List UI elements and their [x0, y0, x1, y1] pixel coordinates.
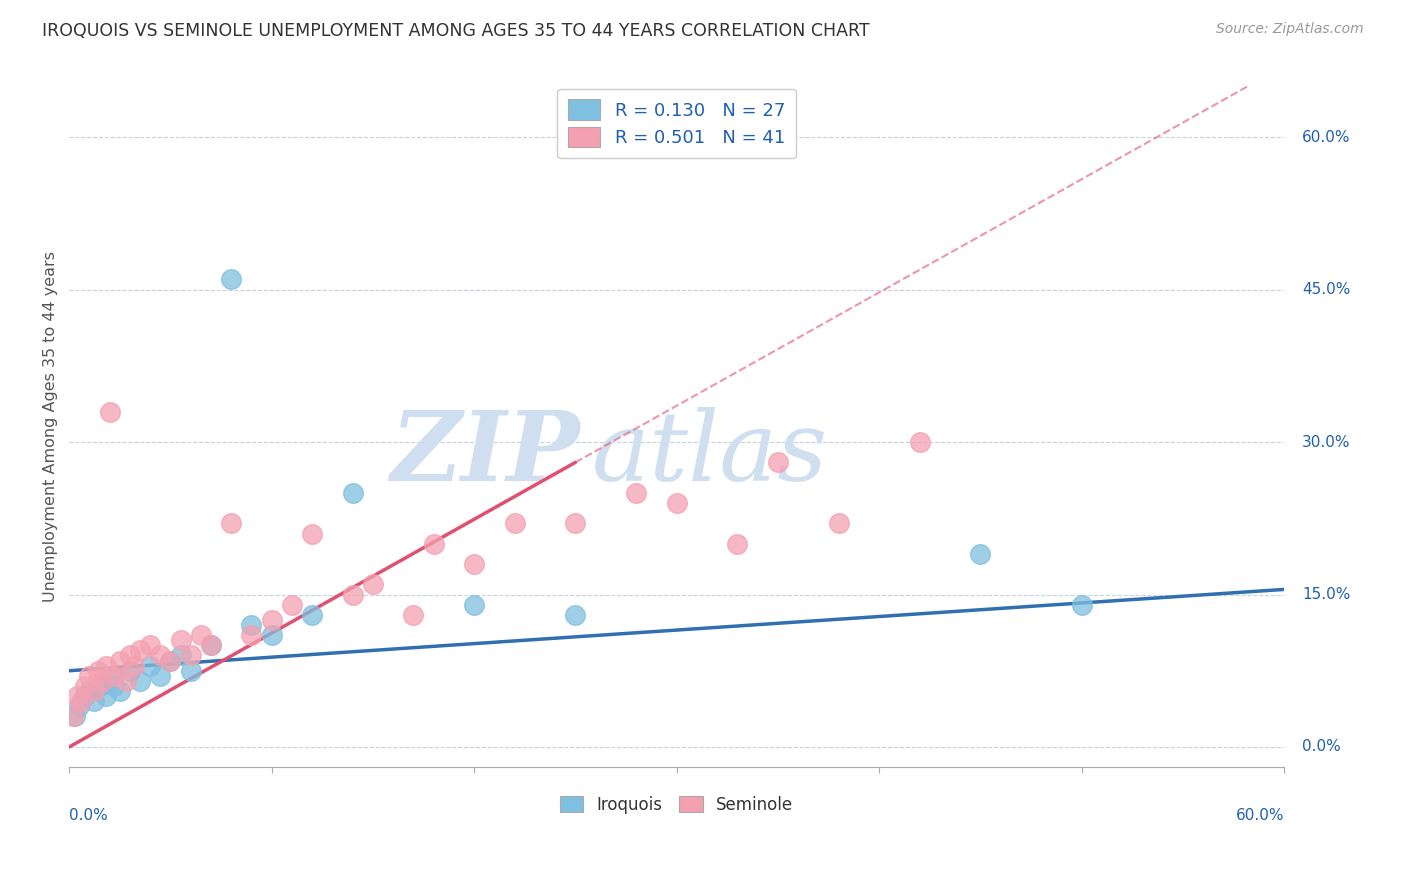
Point: [564, 516, 586, 531]
Point: [361, 577, 384, 591]
Point: [98, 404, 121, 418]
Point: [463, 598, 485, 612]
Text: Source: ZipAtlas.com: Source: ZipAtlas.com: [1216, 22, 1364, 37]
Point: [129, 643, 152, 657]
Point: [79, 684, 101, 698]
Point: [827, 516, 849, 531]
Point: [103, 669, 125, 683]
Point: [98, 669, 121, 683]
Point: [503, 516, 526, 531]
Point: [89, 679, 111, 693]
Point: [139, 658, 162, 673]
Text: 60.0%: 60.0%: [1302, 129, 1351, 145]
Point: [463, 557, 485, 571]
Point: [149, 648, 172, 663]
Point: [219, 272, 242, 286]
Point: [725, 537, 748, 551]
Text: 0.0%: 0.0%: [69, 808, 108, 823]
Point: [281, 598, 304, 612]
Point: [200, 638, 222, 652]
Point: [94, 658, 117, 673]
Point: [260, 613, 283, 627]
Point: [79, 669, 101, 683]
Legend: Iroquois, Seminole: Iroquois, Seminole: [554, 789, 800, 821]
Point: [115, 673, 138, 688]
Point: [190, 628, 212, 642]
Point: [70, 694, 93, 708]
Text: 60.0%: 60.0%: [1236, 808, 1284, 823]
Point: [180, 648, 202, 663]
Point: [103, 679, 125, 693]
Point: [908, 435, 931, 450]
Text: 0.0%: 0.0%: [1302, 739, 1341, 755]
Point: [118, 664, 141, 678]
Point: [260, 628, 283, 642]
Point: [62, 709, 84, 723]
Point: [83, 684, 105, 698]
Text: 30.0%: 30.0%: [1302, 434, 1351, 450]
Point: [342, 587, 364, 601]
Y-axis label: Unemployment Among Ages 35 to 44 years: Unemployment Among Ages 35 to 44 years: [44, 252, 58, 602]
Text: ZIP: ZIP: [389, 407, 579, 501]
Point: [66, 689, 89, 703]
Point: [180, 664, 202, 678]
Point: [129, 673, 152, 688]
Text: IROQUOIS VS SEMINOLE UNEMPLOYMENT AMONG AGES 35 TO 44 YEARS CORRELATION CHART: IROQUOIS VS SEMINOLE UNEMPLOYMENT AMONG …: [42, 22, 870, 40]
Point: [766, 455, 789, 469]
Point: [75, 679, 97, 693]
Text: 45.0%: 45.0%: [1302, 282, 1351, 297]
Point: [240, 618, 263, 632]
Point: [159, 654, 181, 668]
Point: [118, 648, 141, 663]
Point: [108, 684, 131, 698]
Text: 15.0%: 15.0%: [1302, 587, 1351, 602]
Point: [665, 496, 688, 510]
Point: [159, 654, 181, 668]
Text: atlas: atlas: [592, 407, 828, 501]
Point: [65, 709, 87, 723]
Point: [83, 694, 105, 708]
Point: [149, 669, 172, 683]
Point: [75, 689, 97, 703]
Point: [1070, 598, 1092, 612]
Point: [94, 689, 117, 703]
Point: [90, 673, 112, 688]
Point: [169, 633, 191, 648]
Point: [564, 607, 586, 622]
Point: [342, 486, 364, 500]
Point: [200, 638, 222, 652]
Point: [240, 628, 263, 642]
Point: [139, 638, 162, 652]
Point: [169, 648, 191, 663]
Point: [301, 526, 323, 541]
Point: [86, 664, 108, 678]
Point: [969, 547, 991, 561]
Point: [108, 654, 131, 668]
Point: [422, 537, 444, 551]
Point: [402, 607, 425, 622]
Point: [67, 699, 90, 714]
Point: [219, 516, 242, 531]
Point: [301, 607, 323, 622]
Point: [122, 658, 145, 673]
Point: [624, 486, 647, 500]
